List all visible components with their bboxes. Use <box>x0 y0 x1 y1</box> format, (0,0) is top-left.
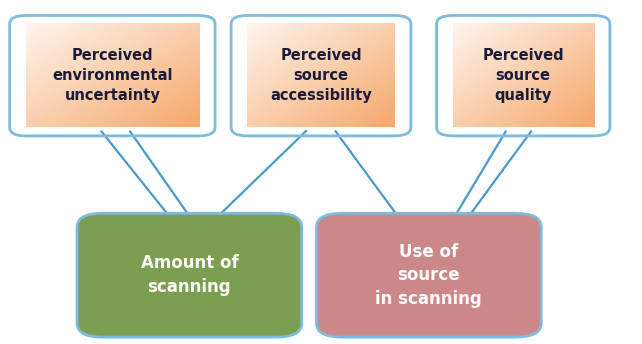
Text: Use of
source
in scanning: Use of source in scanning <box>376 243 482 308</box>
Text: Perceived
environmental
uncertainty: Perceived environmental uncertainty <box>52 49 173 103</box>
Text: Perceived
source
accessibility: Perceived source accessibility <box>270 49 372 103</box>
Text: Amount of
scanning: Amount of scanning <box>141 255 238 296</box>
FancyBboxPatch shape <box>77 213 302 337</box>
Text: Perceived
source
quality: Perceived source quality <box>482 49 564 103</box>
FancyBboxPatch shape <box>317 213 541 337</box>
